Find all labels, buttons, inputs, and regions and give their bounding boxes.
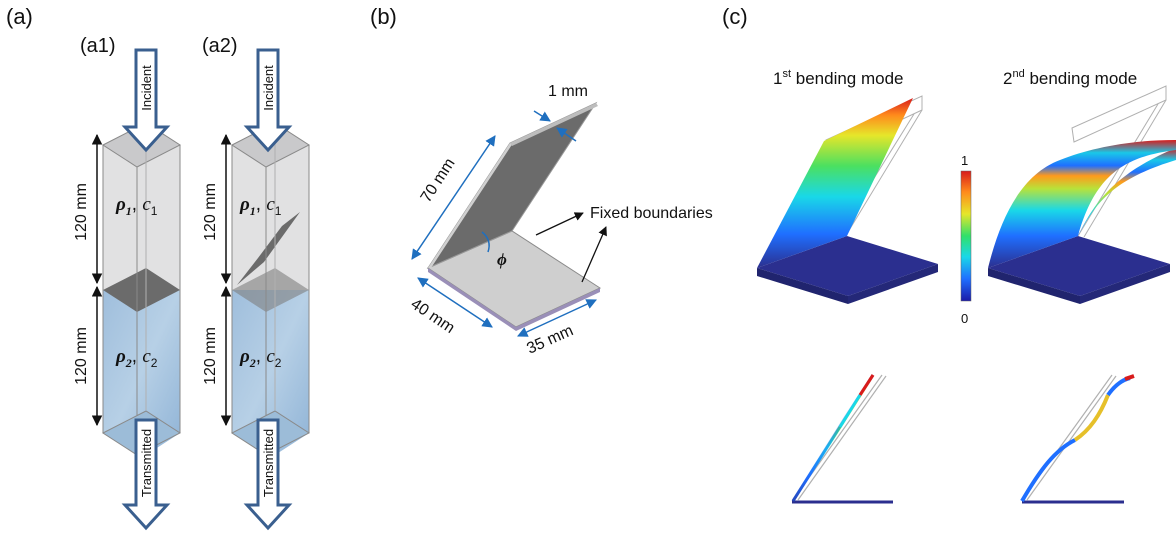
a1-incident-label: Incident bbox=[139, 65, 154, 111]
a1-upper-fluid bbox=[103, 123, 180, 290]
dim-70mm bbox=[411, 135, 496, 260]
panel-a1-label: (a1) bbox=[80, 35, 116, 57]
a2-lower-material: ρ2, c2 bbox=[239, 346, 282, 370]
mode1-side-outline bbox=[797, 375, 887, 501]
a1-upper-material: ρ1, c1 bbox=[115, 194, 158, 218]
a2-incident-label: Incident bbox=[261, 65, 276, 111]
mode1-plate bbox=[757, 98, 913, 268]
column-a2: 120 mm 120 mm ρ1, c1 ρ2, c2 Incident Tra… bbox=[202, 48, 310, 531]
a2-transmitted-label: Transmitted bbox=[261, 429, 276, 497]
fixed-arrow bbox=[581, 226, 607, 283]
panel-a-label: (a) bbox=[6, 4, 33, 29]
dim-40mm-label: 40 mm bbox=[407, 296, 457, 337]
mode2-undeformed-outline bbox=[1077, 103, 1159, 237]
mode1-base-edge bbox=[848, 264, 938, 304]
a1-lower-fluid bbox=[103, 290, 180, 455]
mode2-undeformed-outline bbox=[1083, 99, 1167, 238]
a2-upper-height: 120 mm bbox=[202, 183, 219, 241]
mode1-side bbox=[791, 374, 893, 504]
mode2-base-edge bbox=[988, 268, 1080, 304]
a1-upper-height: 120 mm bbox=[73, 183, 90, 241]
mode2-side bbox=[1020, 374, 1135, 504]
mode2-side-tip bbox=[1124, 374, 1135, 381]
colorbar-min: 0 bbox=[961, 311, 968, 326]
fixed-label: Fixed boundaries bbox=[590, 205, 713, 222]
a2-lower-height: 120 mm bbox=[202, 327, 219, 385]
a1-interface bbox=[103, 268, 180, 312]
a1-lower-material: ρ2, c2 bbox=[115, 346, 158, 370]
mode2-side-plate bbox=[1073, 394, 1110, 442]
colorbar-gradient bbox=[960, 170, 972, 302]
column-a1: 120 mm 120 mm ρ1, c1 ρ2, c2 Incident Tra… bbox=[73, 48, 181, 531]
panel-a2-label: (a2) bbox=[202, 35, 238, 57]
dim-40mm bbox=[417, 277, 493, 328]
colorbar-max: 1 bbox=[961, 153, 968, 168]
dim-1mm-arrow bbox=[556, 127, 577, 142]
a2-transmitted-arrow bbox=[243, 418, 293, 531]
mode2-title: 2nd bending mode bbox=[1003, 68, 1137, 88]
mode2-base bbox=[988, 236, 1170, 296]
a2-upper-material: ρ1, c1 bbox=[239, 194, 282, 218]
panel-c-label: (c) bbox=[722, 4, 748, 29]
dim-35mm bbox=[517, 299, 597, 337]
mode2-side-plate bbox=[1020, 438, 1076, 503]
mode2-side-outline bbox=[1026, 375, 1117, 501]
dim-1mm-label: 1 mm bbox=[548, 83, 588, 100]
a2-upper-fluid bbox=[232, 123, 309, 290]
mode2-plate bbox=[988, 140, 1176, 268]
a1-transmitted-arrow bbox=[121, 418, 171, 531]
colorbar: 1 0 bbox=[960, 153, 972, 326]
a2-inclined-plate bbox=[237, 212, 300, 285]
mode2-side-plate bbox=[1106, 376, 1131, 397]
a1-transmitted-label: Transmitted bbox=[139, 429, 154, 497]
a2-incident-arrow bbox=[243, 48, 293, 153]
a2-interface bbox=[232, 268, 309, 312]
mode1-base bbox=[757, 236, 938, 296]
angle-label: ϕ bbox=[497, 250, 507, 269]
mode2-3d bbox=[988, 85, 1176, 304]
mode1-side-tip bbox=[858, 374, 875, 396]
a2-lower-fluid bbox=[232, 290, 309, 455]
mode1-side-mid bbox=[838, 394, 862, 428]
mode2-base-edge bbox=[1080, 264, 1170, 304]
fixed-arrow bbox=[535, 212, 584, 236]
plate-diagram: ϕ 70 mm 40 mm 35 mm 1 mm Fixed boundarie… bbox=[407, 83, 712, 358]
panel-b-label: (b) bbox=[370, 4, 397, 29]
dim-1mm-arrow bbox=[533, 110, 551, 122]
a1-incident-arrow bbox=[121, 48, 171, 153]
dim-35mm-label: 35 mm bbox=[524, 322, 576, 357]
mode2-plate bbox=[988, 148, 1176, 268]
inclined-plate-edge bbox=[510, 103, 598, 146]
a1-lower-height: 120 mm bbox=[73, 327, 90, 385]
mode1-undeformed-outline bbox=[844, 109, 923, 238]
mode1-title: 1st bending mode bbox=[773, 68, 904, 88]
mode1-3d bbox=[757, 95, 938, 304]
mode1-base-edge bbox=[757, 268, 848, 304]
